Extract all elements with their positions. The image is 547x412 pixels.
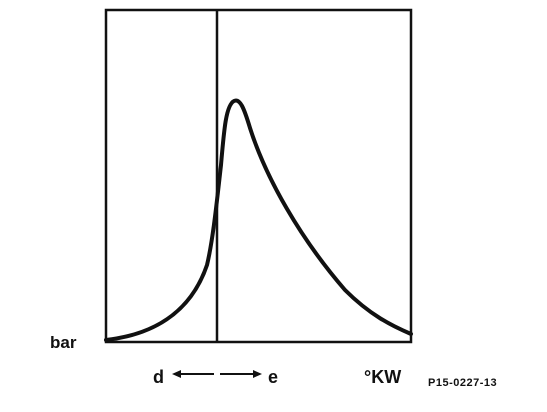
direction-label-left: d: [153, 367, 164, 387]
right-arrow-head: [253, 370, 262, 378]
figure-code: P15-0227-13: [428, 377, 497, 389]
plot-frame: [104, 8, 413, 344]
direction-label-right: e: [268, 367, 278, 387]
y-axis-label: bar: [50, 333, 77, 352]
pressure-curve: [104, 98, 413, 342]
left-arrow-head: [172, 370, 181, 378]
x-axis-label: °KW: [364, 367, 401, 387]
